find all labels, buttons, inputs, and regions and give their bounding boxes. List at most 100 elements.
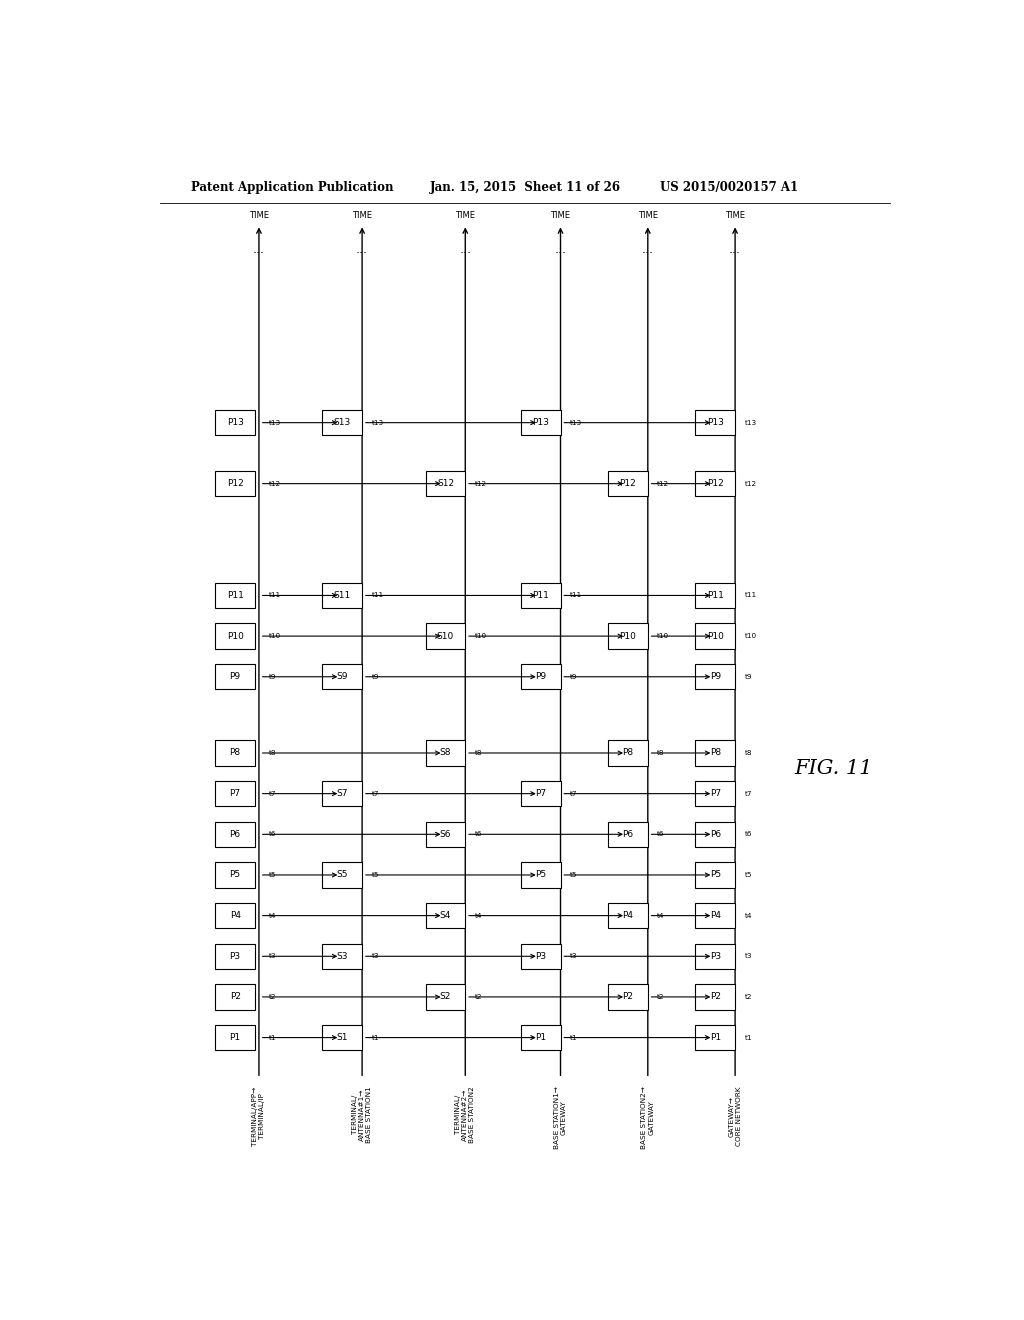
FancyBboxPatch shape <box>215 582 255 609</box>
Text: t9: t9 <box>372 673 379 680</box>
Text: TIME: TIME <box>551 211 570 220</box>
Text: t12: t12 <box>657 480 670 487</box>
Text: t10: t10 <box>657 634 670 639</box>
Text: S7: S7 <box>337 789 348 799</box>
Text: P5: P5 <box>536 870 546 879</box>
Text: TIME: TIME <box>456 211 475 220</box>
Text: P7: P7 <box>536 789 546 799</box>
Text: t11: t11 <box>570 593 583 598</box>
Text: US 2015/0020157 A1: US 2015/0020157 A1 <box>659 181 798 194</box>
Text: t5: t5 <box>744 873 752 878</box>
Text: P12: P12 <box>226 479 244 488</box>
FancyBboxPatch shape <box>521 582 560 609</box>
Text: t13: t13 <box>570 420 583 425</box>
Text: TIME: TIME <box>638 211 657 220</box>
Text: BASE STATION2→
GATEWAY: BASE STATION2→ GATEWAY <box>641 1086 654 1150</box>
Text: S13: S13 <box>334 418 351 428</box>
Text: TIME: TIME <box>352 211 372 220</box>
FancyBboxPatch shape <box>608 471 648 496</box>
Text: S5: S5 <box>337 870 348 879</box>
Text: t4: t4 <box>268 912 275 919</box>
FancyBboxPatch shape <box>323 582 362 609</box>
Text: S11: S11 <box>334 591 351 601</box>
FancyBboxPatch shape <box>426 471 465 496</box>
FancyBboxPatch shape <box>215 821 255 847</box>
Text: P7: P7 <box>710 789 721 799</box>
FancyBboxPatch shape <box>323 862 362 887</box>
FancyBboxPatch shape <box>215 411 255 436</box>
FancyBboxPatch shape <box>608 623 648 649</box>
FancyBboxPatch shape <box>215 471 255 496</box>
Text: t4: t4 <box>657 912 665 919</box>
FancyBboxPatch shape <box>608 985 648 1010</box>
Text: P13: P13 <box>532 418 549 428</box>
Text: P8: P8 <box>229 748 241 758</box>
FancyBboxPatch shape <box>323 1024 362 1051</box>
Text: P6: P6 <box>229 830 241 838</box>
Text: P10: P10 <box>707 631 724 640</box>
Text: t1: t1 <box>570 1035 578 1040</box>
Text: t2: t2 <box>744 994 752 1001</box>
FancyBboxPatch shape <box>695 664 735 689</box>
Text: TERMINAL/APP→
TERMINAL/IP: TERMINAL/APP→ TERMINAL/IP <box>253 1086 265 1146</box>
Text: P1: P1 <box>710 1034 721 1041</box>
Text: t12: t12 <box>475 480 487 487</box>
Text: t5: t5 <box>570 873 578 878</box>
FancyBboxPatch shape <box>695 741 735 766</box>
Text: TIME: TIME <box>249 211 269 220</box>
Text: P7: P7 <box>229 789 241 799</box>
FancyBboxPatch shape <box>215 862 255 887</box>
Text: S4: S4 <box>439 911 452 920</box>
Text: S3: S3 <box>337 952 348 961</box>
FancyBboxPatch shape <box>695 944 735 969</box>
Text: P5: P5 <box>710 870 721 879</box>
Text: t6: t6 <box>268 832 275 837</box>
FancyBboxPatch shape <box>695 781 735 807</box>
Text: t11: t11 <box>268 593 281 598</box>
Text: P4: P4 <box>623 911 634 920</box>
Text: t7: t7 <box>268 791 275 797</box>
FancyBboxPatch shape <box>695 623 735 649</box>
Text: t4: t4 <box>744 912 752 919</box>
Text: t3: t3 <box>372 953 379 960</box>
FancyBboxPatch shape <box>695 411 735 436</box>
Text: t8: t8 <box>657 750 665 756</box>
Text: P13: P13 <box>707 418 724 428</box>
Text: t13: t13 <box>372 420 384 425</box>
Text: t1: t1 <box>268 1035 275 1040</box>
FancyBboxPatch shape <box>426 623 465 649</box>
FancyBboxPatch shape <box>521 944 560 969</box>
Text: ...: ... <box>555 243 566 256</box>
Text: t5: t5 <box>372 873 379 878</box>
Text: P6: P6 <box>710 830 721 838</box>
Text: t1: t1 <box>372 1035 379 1040</box>
Text: t8: t8 <box>268 750 275 756</box>
Text: ...: ... <box>253 243 265 256</box>
Text: t11: t11 <box>744 593 757 598</box>
Text: t12: t12 <box>268 480 281 487</box>
Text: t10: t10 <box>268 634 281 639</box>
FancyBboxPatch shape <box>215 903 255 928</box>
FancyBboxPatch shape <box>695 1024 735 1051</box>
FancyBboxPatch shape <box>426 903 465 928</box>
Text: t3: t3 <box>268 953 275 960</box>
Text: t1: t1 <box>744 1035 752 1040</box>
Text: t3: t3 <box>744 953 752 960</box>
Text: t6: t6 <box>657 832 665 837</box>
Text: TIME: TIME <box>725 211 745 220</box>
FancyBboxPatch shape <box>695 821 735 847</box>
Text: t10: t10 <box>475 634 487 639</box>
Text: P13: P13 <box>226 418 244 428</box>
FancyBboxPatch shape <box>608 821 648 847</box>
Text: t7: t7 <box>570 791 578 797</box>
Text: S8: S8 <box>439 748 452 758</box>
Text: P8: P8 <box>623 748 634 758</box>
Text: P11: P11 <box>707 591 724 601</box>
Text: P12: P12 <box>620 479 636 488</box>
Text: S1: S1 <box>337 1034 348 1041</box>
Text: P3: P3 <box>229 952 241 961</box>
Text: S12: S12 <box>437 479 454 488</box>
FancyBboxPatch shape <box>695 985 735 1010</box>
Text: P3: P3 <box>710 952 721 961</box>
FancyBboxPatch shape <box>695 862 735 887</box>
